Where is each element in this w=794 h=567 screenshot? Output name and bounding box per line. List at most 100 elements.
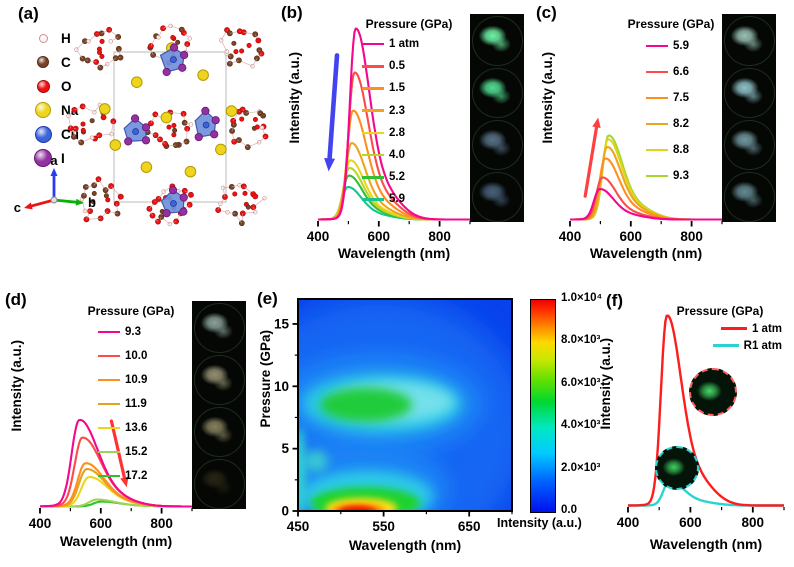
panel-label-d: (d) [5,290,27,309]
axis-letter-b: b [88,195,96,210]
x-tick-label: 400 [29,516,52,531]
legend-item: 13.6 [72,416,190,440]
legend-label: 5.9 [389,193,405,206]
sample-photo-strip-d [192,301,246,509]
crystal-glow [470,66,524,118]
x-tick-label: 800 [428,229,451,244]
legend-label: 10.9 [125,374,148,386]
legend-label: 10.0 [125,350,148,362]
legend-item: 1.5 [352,77,466,99]
crystal-glow [470,170,524,222]
legend-item: 8.8 [620,137,722,163]
legend-swatch [362,109,384,112]
legend-item: 2.8 [352,122,466,144]
legend-swatch [362,198,384,201]
crystal-glow [192,457,246,509]
legend-label: 6.6 [673,66,689,78]
legend-swatch [646,44,668,48]
contour-map-e: 450 550 650 0 5 10 15 [274,298,513,534]
atom-legend: H C O Na Cu I [34,26,79,170]
legend-label: 8.2 [673,118,689,130]
x-tick-label: 600 [679,515,702,530]
legend-swatch [98,474,120,478]
spectrum-curve [318,27,470,221]
crystal-glow [722,14,776,66]
axis-letter-a: a [50,153,58,168]
legend-c: Pressure (GPa) 5.9 6.6 7.5 8.2 8.8 9.3 [620,17,722,189]
legend-item: 5.2 [352,166,466,188]
atom-symbol: C [61,54,71,70]
axis-ticks: 450 550 650 0 5 10 15 [274,316,513,534]
legend-item: 0.5 [352,55,466,77]
legend-title-f: Pressure (GPa) [676,304,764,318]
x-tick-label: 400 [307,229,330,244]
legend-label: 1 atm [751,322,782,335]
legend-label: 17.2 [125,470,148,482]
atom-legend-item: C [34,50,79,74]
legend-item: 10.0 [72,344,190,368]
curves [570,134,722,221]
legend-swatch [362,175,384,179]
axis-letter-c: c [14,200,21,215]
legend-f: Pressure (GPa) 1 atm R1 atm [658,304,782,354]
legend-swatch [712,344,739,347]
legend-label: 15.2 [125,446,148,458]
sample-photo [470,14,524,66]
atom-symbol: Na [61,102,79,118]
sample-photo [192,457,246,509]
annotation-arrow [324,53,340,172]
legend-title-c: Pressure (GPa) [627,17,715,31]
sample-photo-inset-released [655,446,699,490]
panel-label-a: (a) [18,4,39,23]
sample-photo [470,66,524,118]
legend-item: 17.2 [72,464,190,488]
spectra-plot-d: 400 600 800 [29,418,193,531]
legend-label: 9.3 [125,326,141,338]
crystal-structure [66,23,269,227]
legend-item: 15.2 [72,440,190,464]
atom-legend-item: Cu [34,122,79,146]
legend-swatch [98,450,120,454]
axis-triad: a b c [14,153,96,215]
legend-label: 7.5 [673,92,689,104]
annotation-arrow [109,419,129,488]
legend-item: 9.3 [620,163,722,189]
heatmap [298,299,512,511]
legend-label: 8.8 [673,144,689,156]
crystal-glow [192,353,246,405]
panel-label-c: (c) [536,3,557,22]
legend-label: 5.9 [673,40,689,52]
sample-photo [470,118,524,170]
atom-legend-item: Na [34,98,79,122]
legend-label: 1 atm [389,38,420,51]
legend-label: 5.2 [389,171,405,184]
legend-title-d: Pressure (GPa) [87,304,175,318]
legend-swatch [646,174,668,178]
y-tick-label: 10 [274,379,289,394]
x-tick-label: 800 [742,515,765,530]
x-tick-label: 550 [372,519,395,534]
colorbar-title: Intensity (a.u.) [497,516,582,530]
atom-sphere-icon [34,102,52,118]
sample-photo [722,66,776,118]
x-tick-label: 400 [559,229,582,244]
curves [40,418,192,508]
crystal-glow [722,66,776,118]
curves [318,27,470,221]
atom-sphere-icon [34,125,52,143]
crystal-glow [470,14,524,66]
x-axis-ticks: 400 600 800 [29,508,193,531]
legend-swatch [98,426,120,430]
crystal-glow [722,170,776,222]
legend-item: 10.9 [72,368,190,392]
plot-frame [297,298,513,512]
colorbar-tick-label: 1.0×10⁴ [561,292,603,304]
legend-item: 8.2 [620,111,722,137]
legend-item: 11.9 [72,392,190,416]
y-axis-title-f: Intensity (a.u.) [598,338,613,430]
colorbar-tick-label: 8.0×10³ [561,334,601,347]
spectra-plot-c: 400 600 800 [559,117,723,244]
x-axis-title-b: Wavelength (nm) [337,245,451,261]
legend-title-b: Pressure (GPa) [365,17,453,31]
x-axis-ticks: 400 600 800 [617,507,785,530]
